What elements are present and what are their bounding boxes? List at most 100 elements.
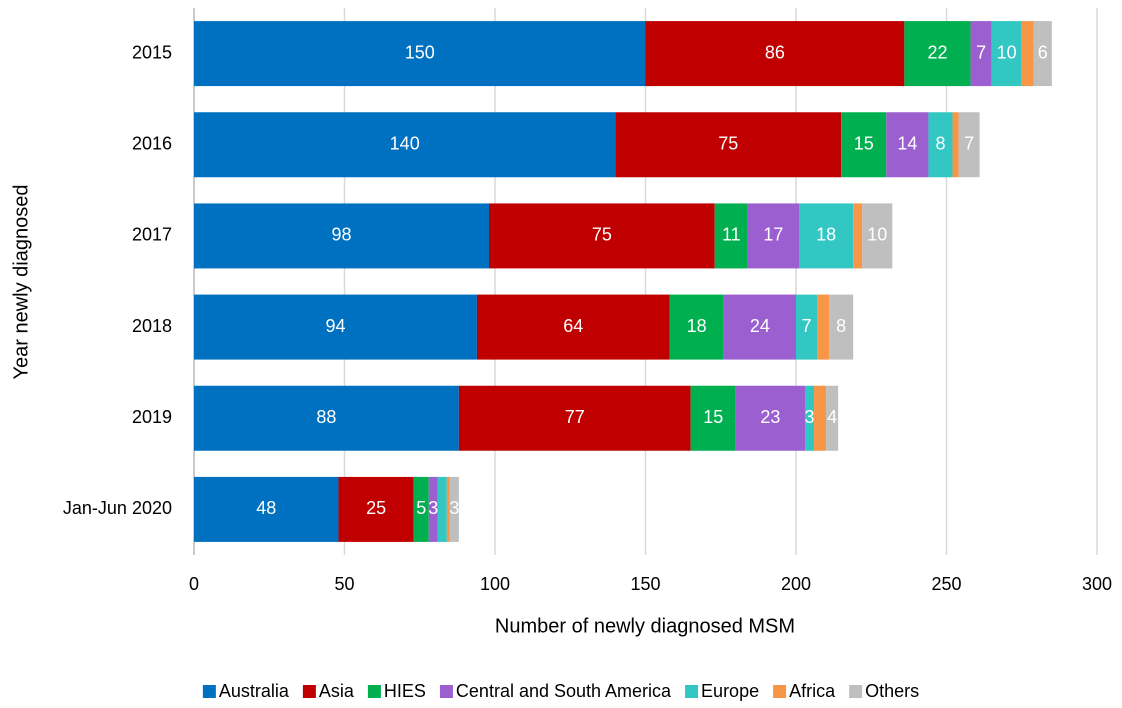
bar-segment (735, 385, 806, 451)
bar-segment (796, 294, 818, 360)
bar-segment (194, 112, 616, 178)
data-label: 25 (366, 498, 386, 518)
data-label: 75 (592, 225, 612, 245)
data-label: 3 (449, 498, 459, 518)
bar-segment (826, 385, 839, 451)
bar-segment (991, 21, 1022, 87)
data-label: 94 (325, 316, 345, 336)
legend-label: Europe (701, 681, 759, 701)
legend-label: Central and South America (456, 681, 672, 701)
bar-segment (886, 112, 929, 178)
data-label: 17 (763, 225, 783, 245)
data-label: 10 (867, 225, 887, 245)
bar-segment (904, 21, 971, 87)
data-label: 140 (390, 134, 420, 154)
data-label: 18 (687, 316, 707, 336)
bar-segment (194, 21, 646, 87)
legend-swatch (685, 685, 699, 698)
x-tick-label: 250 (931, 574, 961, 594)
x-tick-label: 150 (630, 574, 660, 594)
data-label: 88 (316, 407, 336, 427)
y-tick-label: 2019 (132, 407, 172, 427)
data-label: 98 (331, 225, 351, 245)
bar-segment (805, 385, 815, 451)
bar-segment (615, 112, 842, 178)
data-label: 86 (765, 42, 785, 62)
data-label: 75 (718, 134, 738, 154)
bar-segment (194, 203, 489, 269)
bar-segment (799, 203, 854, 269)
data-label: 5 (416, 498, 426, 518)
x-tick-label: 300 (1082, 574, 1112, 594)
x-tick-label: 200 (781, 574, 811, 594)
data-label: 11 (722, 225, 741, 245)
bar-segment (723, 294, 796, 360)
legend-label: Africa (789, 681, 836, 701)
data-label: 6 (1038, 42, 1048, 62)
bar-segment (841, 112, 887, 178)
data-label: 77 (565, 407, 585, 427)
data-label: 10 (997, 42, 1017, 62)
bar-segment (488, 203, 715, 269)
bar-segment (747, 203, 800, 269)
bar-segment (194, 385, 459, 451)
bar-segment (338, 476, 414, 542)
legend-label: Asia (319, 681, 355, 701)
bar-segment (413, 476, 429, 542)
bar-segment (446, 476, 450, 542)
data-label: 24 (750, 316, 770, 336)
bar-segment (458, 385, 691, 451)
data-label: 4 (827, 407, 837, 427)
bar-segment (437, 476, 447, 542)
data-label: 7 (802, 316, 812, 336)
legend-swatch (202, 685, 216, 698)
data-label: 8 (935, 134, 945, 154)
legend-swatch (773, 685, 787, 698)
legend-label: HIES (384, 681, 426, 701)
legend-label: Others (865, 681, 919, 701)
x-tick-label: 50 (334, 574, 354, 594)
y-tick-label: 2018 (132, 316, 172, 336)
data-label: 15 (854, 134, 874, 154)
bar-segment (669, 294, 724, 360)
bar-segment (862, 203, 893, 269)
bar-segment (928, 112, 953, 178)
legend-swatch (849, 685, 863, 698)
data-label: 7 (964, 134, 974, 154)
bar-segment (958, 112, 980, 178)
data-label: 7 (976, 42, 986, 62)
bar-segment (449, 476, 459, 542)
bar-segment (853, 203, 863, 269)
data-label: 48 (256, 498, 276, 518)
bar-segment (714, 203, 748, 269)
bar-segment (690, 385, 736, 451)
y-tick-label: Jan-Jun 2020 (63, 498, 172, 518)
x-tick-label: 0 (189, 574, 199, 594)
data-label: 23 (760, 407, 780, 427)
data-label: 64 (563, 316, 583, 336)
x-axis-title: Number of newly diagnosed MSM (495, 615, 795, 637)
bar-segment (817, 294, 830, 360)
data-label: 18 (816, 225, 836, 245)
bar-segment (645, 21, 905, 87)
data-label: 3 (428, 498, 438, 518)
y-tick-label: 2017 (132, 225, 172, 245)
bar-segment (1033, 21, 1052, 87)
y-tick-label: 2015 (132, 42, 172, 62)
bar-segment (970, 21, 992, 87)
data-label: 150 (405, 42, 435, 62)
data-label: 22 (927, 42, 947, 62)
bar-segment (428, 476, 438, 542)
bar-segment (952, 112, 959, 178)
bar-segment (194, 294, 477, 360)
legend-swatch (367, 685, 381, 698)
bar-segment (1021, 21, 1034, 87)
legend-label: Australia (219, 681, 290, 701)
bar-segment (476, 294, 670, 360)
y-axis-title: Year newly diagnosed (10, 185, 32, 380)
y-tick-label: 2016 (132, 134, 172, 154)
data-label: 3 (805, 407, 815, 427)
data-label: 14 (897, 134, 917, 154)
